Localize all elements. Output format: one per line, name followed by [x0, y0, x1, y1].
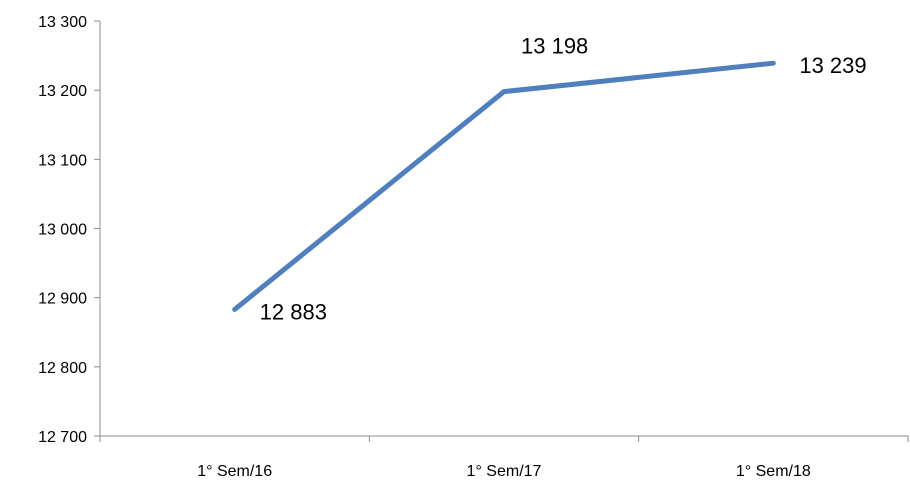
- y-tick-label: 13 100: [38, 152, 87, 169]
- series-group: [232, 60, 776, 312]
- y-tick-label: 12 700: [38, 429, 87, 446]
- data-label: 12 883: [260, 299, 327, 324]
- x-tick-label: 1° Sem/16: [197, 463, 272, 480]
- x-tick-label: 1° Sem/18: [736, 463, 811, 480]
- y-tick-label: 12 900: [38, 291, 87, 308]
- y-tick-label: 13 000: [38, 222, 87, 239]
- data-labels-group: 12 883 13 198 13 239: [260, 34, 867, 325]
- series-line: [232, 60, 776, 312]
- y-tick-label: 13 200: [38, 83, 87, 100]
- data-label: 13 239: [799, 53, 866, 78]
- axes: [99, 21, 908, 437]
- x-axis-ticks: 1° Sem/16 1° Sem/17 1° Sem/18: [99, 436, 909, 480]
- x-tick-label: 1° Sem/17: [467, 463, 542, 480]
- data-label: 13 198: [521, 34, 588, 59]
- y-axis-ticks: 12 700 12 800 12 900 13 000 13 100 13 200 13 3…: [38, 14, 100, 446]
- y-tick-label: 13 300: [38, 14, 87, 31]
- y-tick-label: 12 800: [38, 360, 87, 377]
